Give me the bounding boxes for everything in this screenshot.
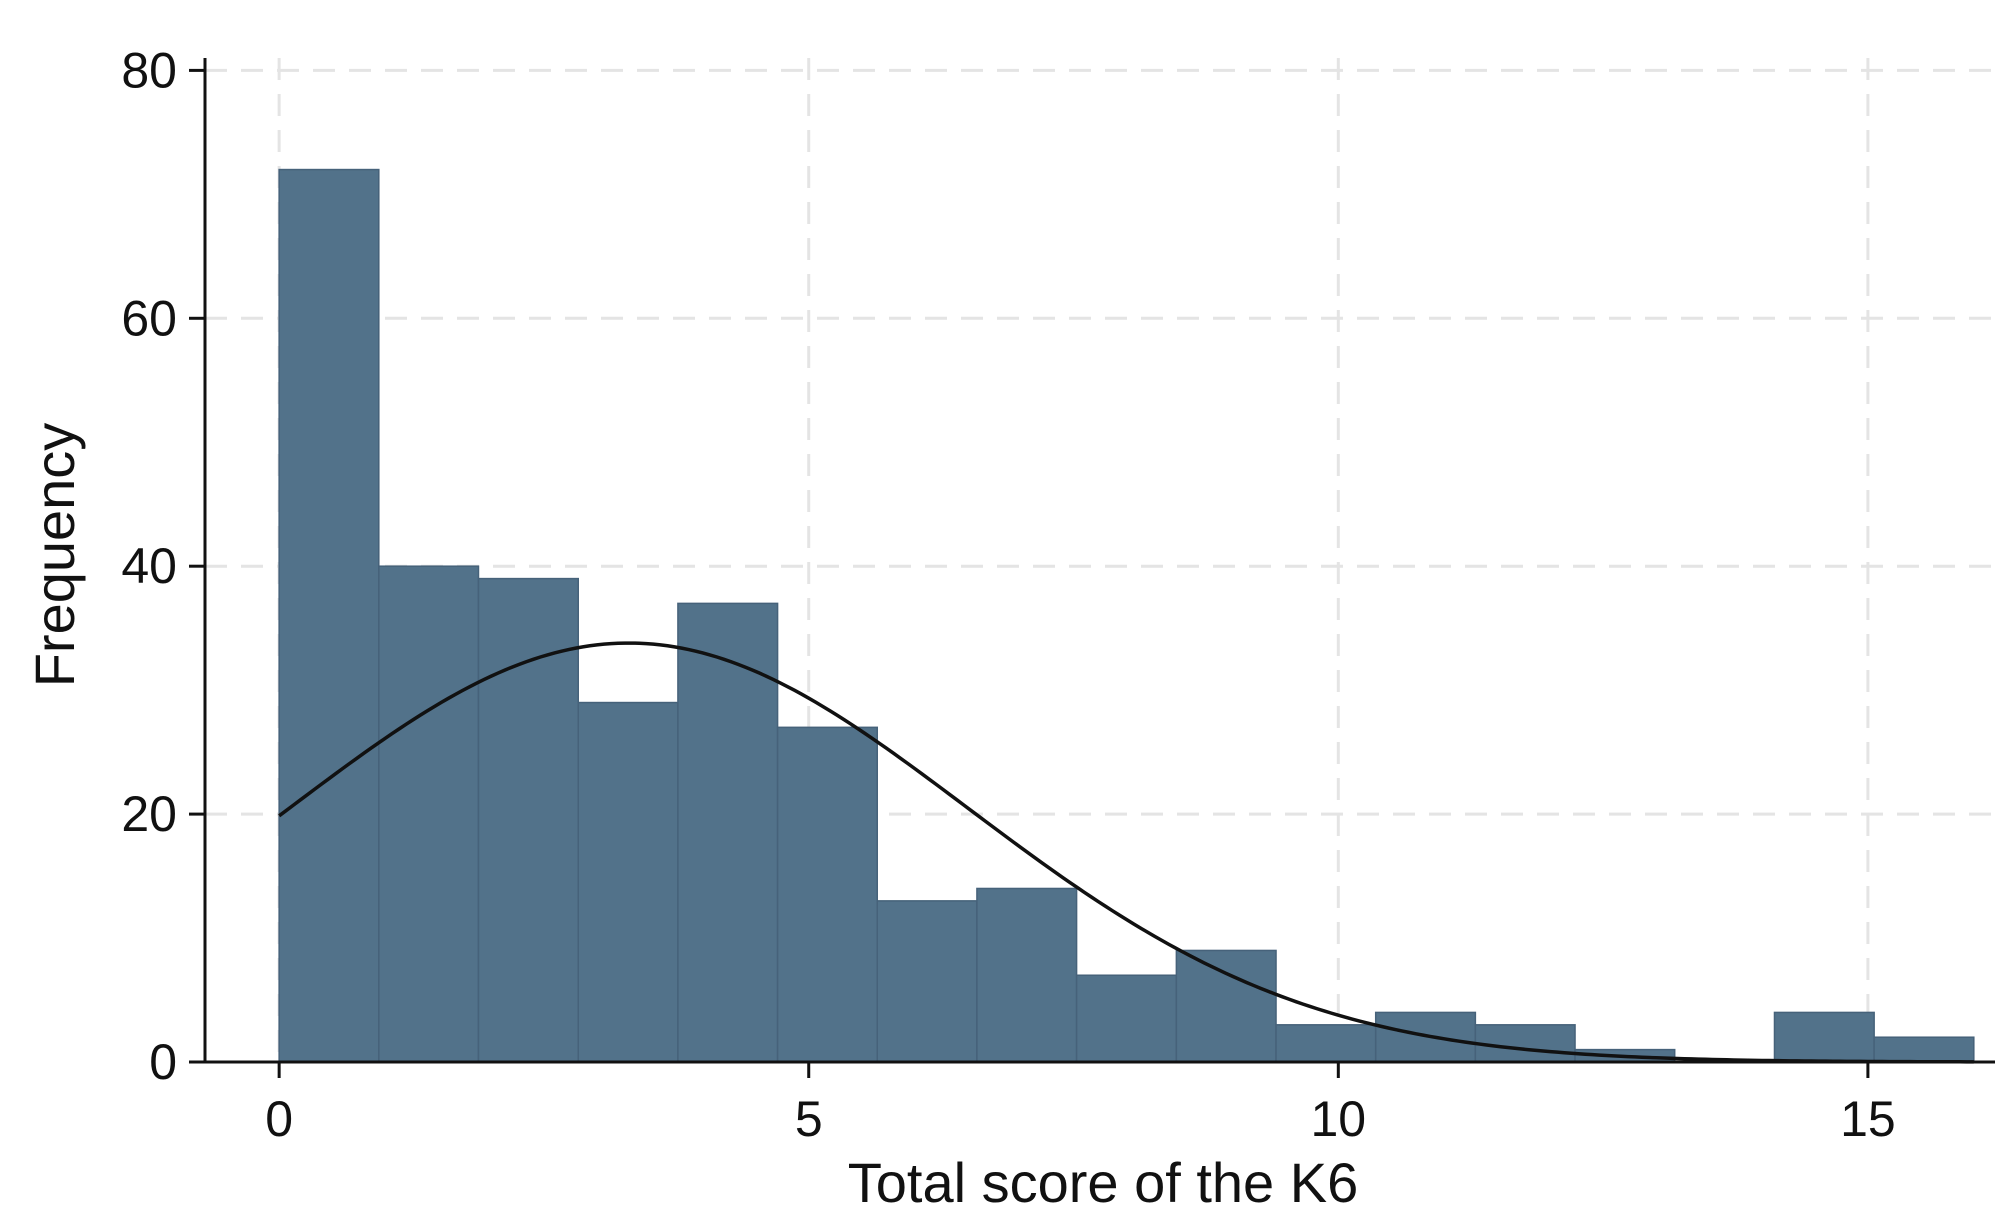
x-axis-title: Total score of the K6 [848,1151,1359,1214]
y-tick-label: 40 [121,538,177,594]
x-tick-label: 0 [265,1091,293,1147]
x-tick-label: 15 [1840,1091,1896,1147]
bar-layer [278,168,1975,1063]
histogram-bar [776,726,879,1063]
histogram-bar [378,565,480,1063]
axis-layer [189,58,1995,1078]
y-axis-title: Frequency [23,423,86,688]
y-tick-label: 0 [149,1034,177,1090]
histogram-bar [1175,949,1277,1063]
histogram-bar [577,701,679,1063]
histogram-bar [1773,1011,1875,1063]
y-tick-label: 60 [121,290,177,346]
label-layer: 0 20 40 60 80 0 5 10 15 [121,42,1895,1147]
histogram-bar [1873,1036,1975,1063]
curve-layer [278,641,1974,1064]
histogram-bar [1275,1024,1377,1063]
histogram-bar [1474,1024,1576,1063]
y-tick-label: 20 [121,786,177,842]
histogram-bar [976,887,1078,1063]
x-tick-label: 5 [795,1091,823,1147]
histogram-bar [677,602,779,1063]
histogram-bar [1075,974,1178,1063]
histogram-bar [278,168,380,1063]
normal-density-curve [278,641,1974,1064]
y-tick-label: 80 [121,42,177,98]
histogram-bar [876,900,978,1063]
x-tick-label: 10 [1311,1091,1367,1147]
